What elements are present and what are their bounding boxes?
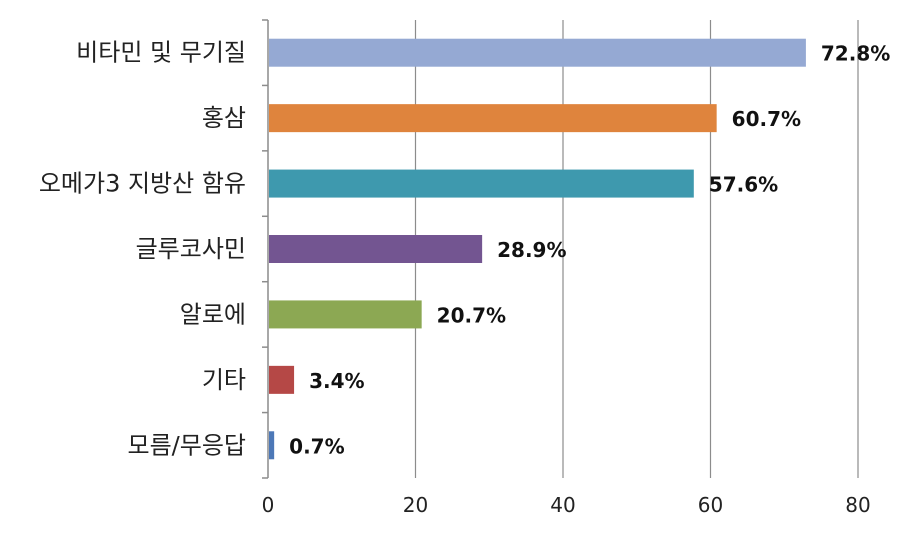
bar-2 xyxy=(269,104,717,133)
x-tick-label: 20 xyxy=(403,493,428,517)
bar-4 xyxy=(269,235,483,263)
value-label: 57.6% xyxy=(709,173,778,197)
value-label: 20.7% xyxy=(437,303,506,327)
value-label: 28.9% xyxy=(497,238,566,262)
bar-7 xyxy=(269,431,275,460)
x-tick-label: 40 xyxy=(550,493,575,517)
category-label: 글루코사민 xyxy=(136,235,246,263)
category-label: 오메가3 지방산 함유 xyxy=(39,170,246,198)
value-label: 72.8% xyxy=(821,42,890,66)
value-label: 0.7% xyxy=(289,434,344,458)
category-label: 알로에 xyxy=(180,300,246,328)
value-label: 60.7% xyxy=(732,107,801,131)
bar-3 xyxy=(269,169,694,198)
category-label: 기타 xyxy=(202,366,246,394)
bar-5 xyxy=(269,300,422,329)
value-label: 3.4% xyxy=(309,369,364,393)
category-label: 비타민 및 무기질 xyxy=(76,39,246,67)
category-label: 홍삼 xyxy=(202,104,246,132)
x-tick-label: 0 xyxy=(262,493,275,517)
bar-1 xyxy=(269,38,806,67)
x-tick-label: 80 xyxy=(845,493,870,517)
bar-6 xyxy=(269,365,295,394)
x-tick-label: 60 xyxy=(698,493,723,517)
category-label: 모름/무응답 xyxy=(128,431,247,459)
